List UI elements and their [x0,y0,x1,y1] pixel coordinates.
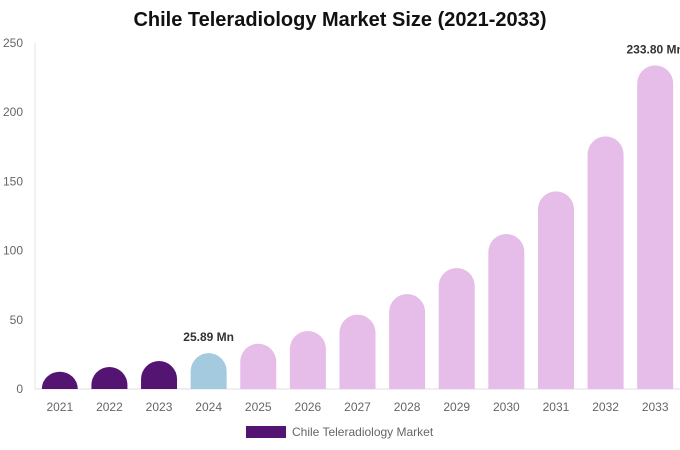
y-tick-label: 250 [3,36,23,50]
x-tick-label: 2024 [195,400,222,414]
x-tick-label: 2031 [543,400,570,414]
legend-label: Chile Teleradiology Market [292,425,434,439]
x-tick-label: 2026 [295,400,322,414]
bar-2030 [488,234,525,389]
data-label-2033: 233.80 Mn [627,42,680,56]
y-tick-label: 150 [3,174,23,188]
bar-2023 [141,361,178,389]
bar-2027 [339,314,376,389]
bar-2021 [41,371,78,389]
legend[interactable]: Chile Teleradiology Market [246,425,433,439]
y-tick-label: 200 [3,105,23,119]
x-tick-label: 2032 [592,400,619,414]
bar-2028 [389,294,426,389]
x-tick-label: 2033 [642,400,669,414]
bar-2032 [587,136,624,389]
x-tick-label: 2021 [46,400,73,414]
x-tick-label: 2027 [344,400,371,414]
bar-2029 [438,268,475,389]
bar-2033 [637,65,674,389]
bar-2025 [240,343,277,389]
bar-2022 [91,366,128,389]
bar-2031 [537,191,574,389]
x-tick-label: 2025 [245,400,272,414]
y-tick-label: 0 [16,382,23,396]
y-tick-label: 100 [3,244,23,258]
x-tick-label: 2023 [146,400,173,414]
legend-swatch [246,426,286,438]
data-label-2024: 25.89 Mn [183,330,234,344]
y-tick-label: 50 [10,313,24,327]
chart-title: Chile Teleradiology Market Size (2021-20… [133,9,547,31]
bar-2024 [190,353,227,389]
x-tick-label: 2028 [394,400,421,414]
x-tick-label: 2029 [443,400,470,414]
x-tick-label: 2022 [96,400,123,414]
bar-2026 [289,331,326,389]
x-tick-label: 2030 [493,400,520,414]
